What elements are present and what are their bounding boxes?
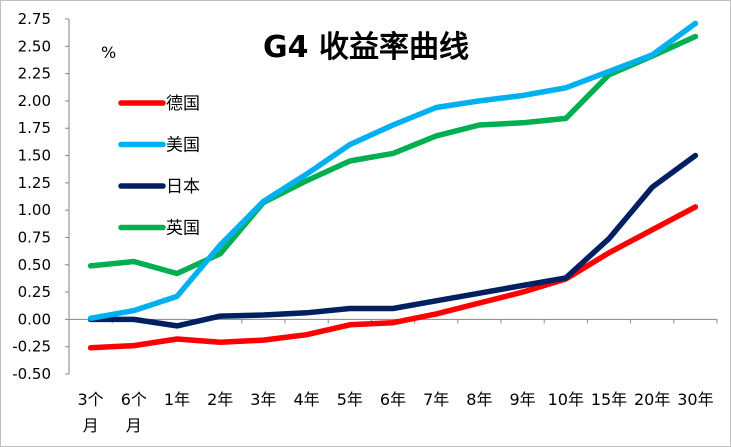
y-tick-label: 1.75	[18, 119, 51, 137]
legend-label: 德国	[166, 94, 200, 114]
x-tick-label: 7年	[423, 390, 449, 409]
x-tick-label: 8年	[466, 390, 492, 409]
x-tick-label: 15年	[591, 390, 627, 409]
x-tick-label: 6个月	[121, 390, 147, 435]
y-tick-label: 1.50	[18, 147, 51, 165]
y-tick-label: 2.75	[18, 10, 51, 28]
x-tick-label: 20年	[634, 390, 670, 409]
unit-label: %	[101, 43, 116, 62]
series-line-4	[87, 33, 699, 277]
legend-label: 美国	[166, 136, 200, 156]
y-tick-label: 2.00	[18, 92, 51, 110]
x-tick-label: 10年	[548, 390, 584, 409]
x-tick-label: 6年	[380, 390, 406, 409]
y-tick-label: 2.25	[18, 65, 51, 83]
y-tick-label: -0.25	[12, 338, 51, 356]
legend-label: 日本	[166, 177, 200, 197]
x-tick-label: 4年	[294, 390, 320, 409]
x-tick-label: 9年	[510, 390, 536, 409]
y-tick-label: 0.00	[18, 310, 51, 328]
y-tick-label: 2.50	[18, 37, 51, 55]
x-axis-ticks: 3个月 6个月 1年 2年 3年 4年 5年 6年 7年 8年 9年 10年 15年 20年 30年	[68, 319, 718, 435]
x-tick-label: 3年	[250, 390, 276, 409]
y-tick-label: -0.50	[12, 365, 51, 383]
series-line-3	[87, 152, 699, 329]
x-tick-label: 30年	[677, 390, 713, 409]
y-tick-label: 0.50	[18, 256, 51, 274]
y-tick-label: 0.75	[18, 228, 51, 246]
x-tick-label: 5年	[337, 390, 363, 409]
legend-label: 英国	[166, 219, 200, 239]
y-tick-label: 1.25	[18, 174, 51, 192]
series-line-2	[87, 20, 699, 322]
y-tick-label: 1.00	[18, 201, 51, 219]
y-tick-label: 0.25	[18, 283, 51, 301]
y-axis-ticks: 2.75 2.50 2.25 2.00 1.75 1.50 1.25 1.00 0.75 0.50…	[12, 10, 69, 383]
series-line-1	[87, 204, 699, 351]
x-tick-label: 2年	[207, 390, 233, 409]
chart-title: G4 收益率曲线	[263, 30, 469, 65]
x-tick-label: 1年	[164, 390, 190, 409]
series-lines	[87, 20, 699, 351]
x-tick-label: 3个月	[78, 390, 104, 435]
